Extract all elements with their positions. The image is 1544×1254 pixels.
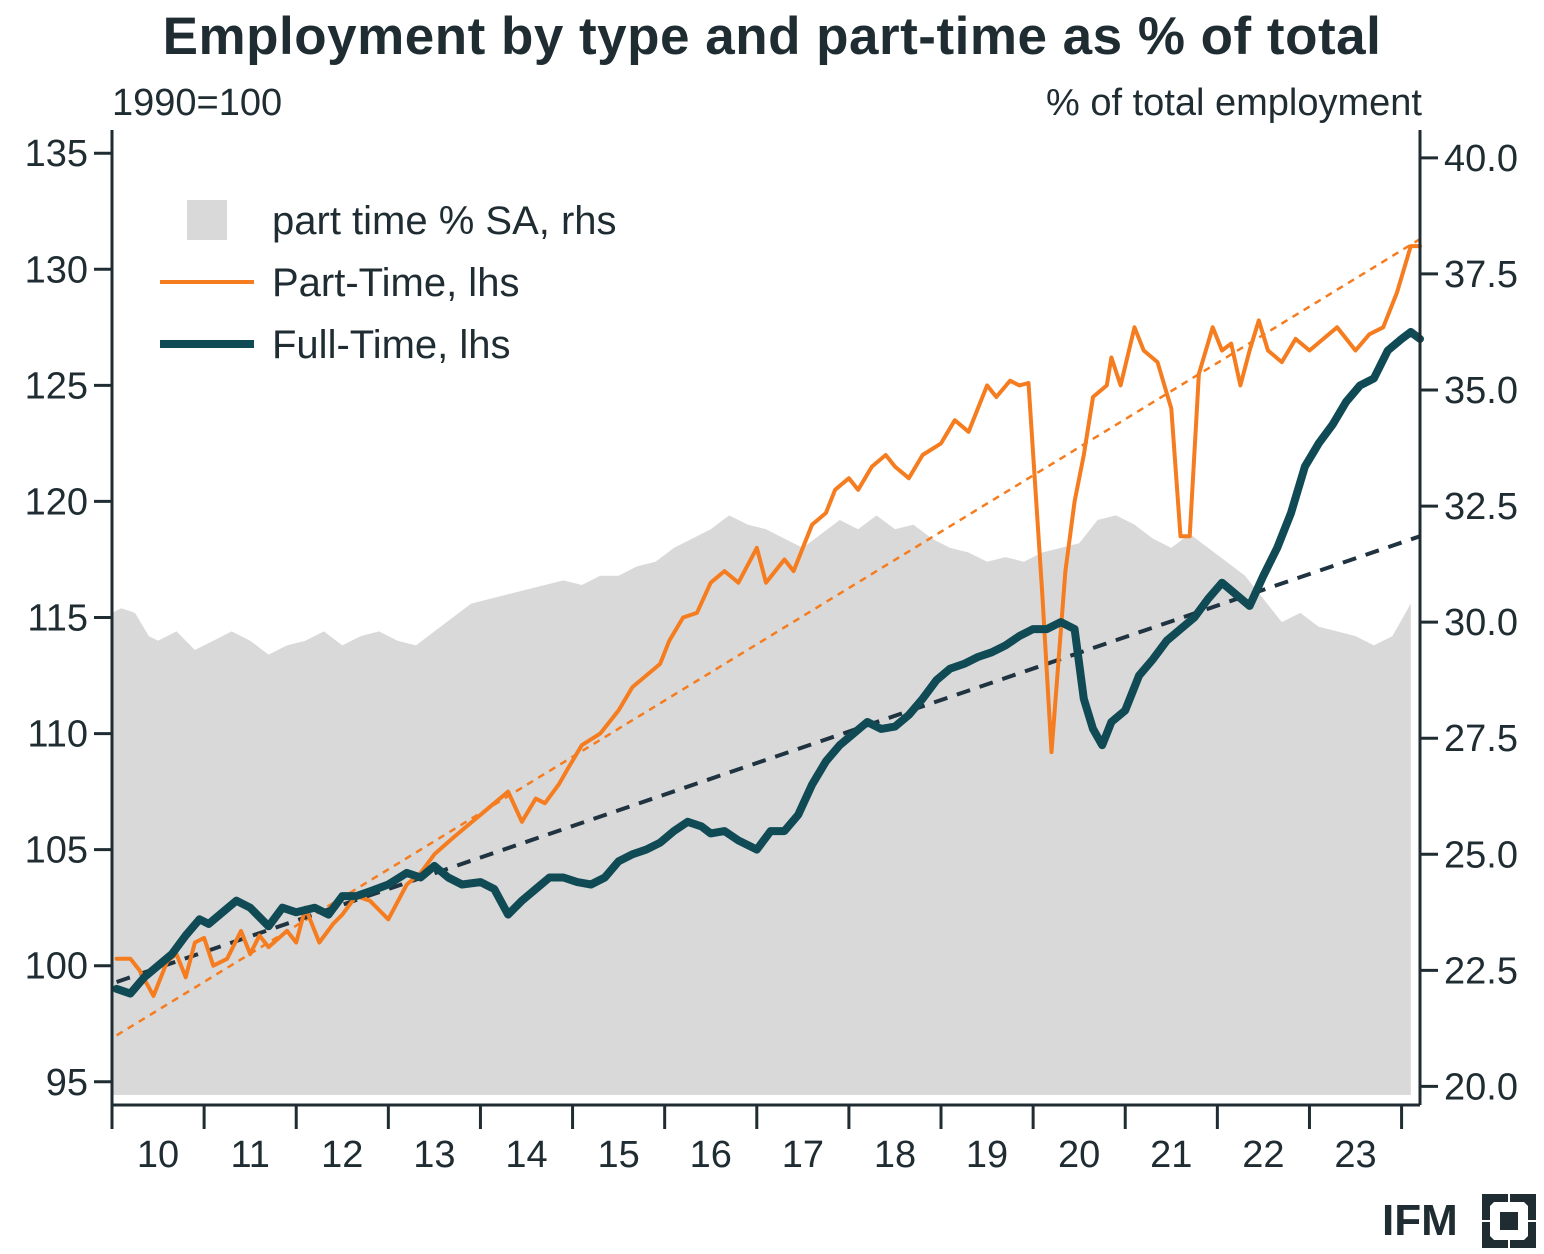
- right-tick-label: 40.0: [1444, 138, 1518, 180]
- right-tick-label: 22.5: [1444, 950, 1518, 992]
- x-tick-label: 22: [1242, 1134, 1284, 1176]
- x-tick-label: 13: [413, 1134, 455, 1176]
- part-time-line: [114, 244, 1422, 998]
- left-tick-label: 110: [27, 714, 88, 756]
- x-tick-label: 15: [597, 1134, 639, 1176]
- x-tick-label: 16: [690, 1134, 732, 1176]
- left-tick-label: 95: [46, 1062, 88, 1104]
- chart-title: Employment by type and part-time as % of…: [162, 7, 1382, 66]
- x-tick-label: 18: [874, 1134, 916, 1176]
- x-tick-label: 12: [321, 1134, 363, 1176]
- x-tick-label: 23: [1334, 1134, 1376, 1176]
- legend-swatch-area: [187, 200, 227, 240]
- part-time-share-area-group: [112, 515, 1411, 1095]
- part-time-share-area: [112, 515, 1411, 1095]
- x-tick-label: 17: [782, 1134, 824, 1176]
- full-time-line: [112, 328, 1424, 998]
- left-tick-label: 120: [25, 481, 88, 523]
- left-tick-label: 105: [25, 830, 88, 872]
- legend-label: part time % SA, rhs: [272, 199, 617, 243]
- right-tick-label: 37.5: [1444, 254, 1518, 296]
- x-tick-label: 20: [1058, 1134, 1100, 1176]
- left-tick-label: 125: [25, 365, 88, 407]
- x-tick-label: 11: [230, 1134, 269, 1176]
- left-tick-label: 100: [25, 946, 88, 988]
- x-tick-label: 19: [966, 1134, 1008, 1176]
- axes-group: 95 100 105 110 115 120 125 130 135 20.0 22.5 25.0 27…: [25, 130, 1518, 1176]
- left-tick-label: 115: [27, 598, 88, 640]
- right-tick-label: 25.0: [1444, 834, 1518, 876]
- legend-label: Full-Time, lhs: [272, 323, 511, 367]
- right-tick-label: 35.0: [1444, 370, 1518, 412]
- right-axis-unit-label: % of total employment: [1046, 82, 1422, 124]
- ifm-logo-mark-icon: [1482, 1194, 1536, 1248]
- ifm-logo-text: IFM: [1382, 1196, 1458, 1245]
- left-axis-unit-label: 1990=100: [112, 82, 283, 124]
- right-tick-label: 30.0: [1444, 602, 1518, 644]
- legend-label: Part-Time, lhs: [272, 261, 519, 305]
- left-tick-label: 135: [25, 133, 88, 175]
- x-tick-label: 10: [137, 1134, 179, 1176]
- x-tick-label: 21: [1150, 1134, 1192, 1176]
- right-tick-label: 32.5: [1444, 486, 1518, 528]
- right-tick-label: 20.0: [1444, 1066, 1518, 1108]
- x-tick-label: 14: [505, 1134, 547, 1176]
- left-tick-label: 130: [25, 249, 88, 291]
- series-lines-group: [112, 244, 1424, 998]
- right-tick-label: 27.5: [1444, 718, 1518, 760]
- legend: part time % SA, rhs Part-Time, lhs Full-Ti…: [160, 199, 617, 367]
